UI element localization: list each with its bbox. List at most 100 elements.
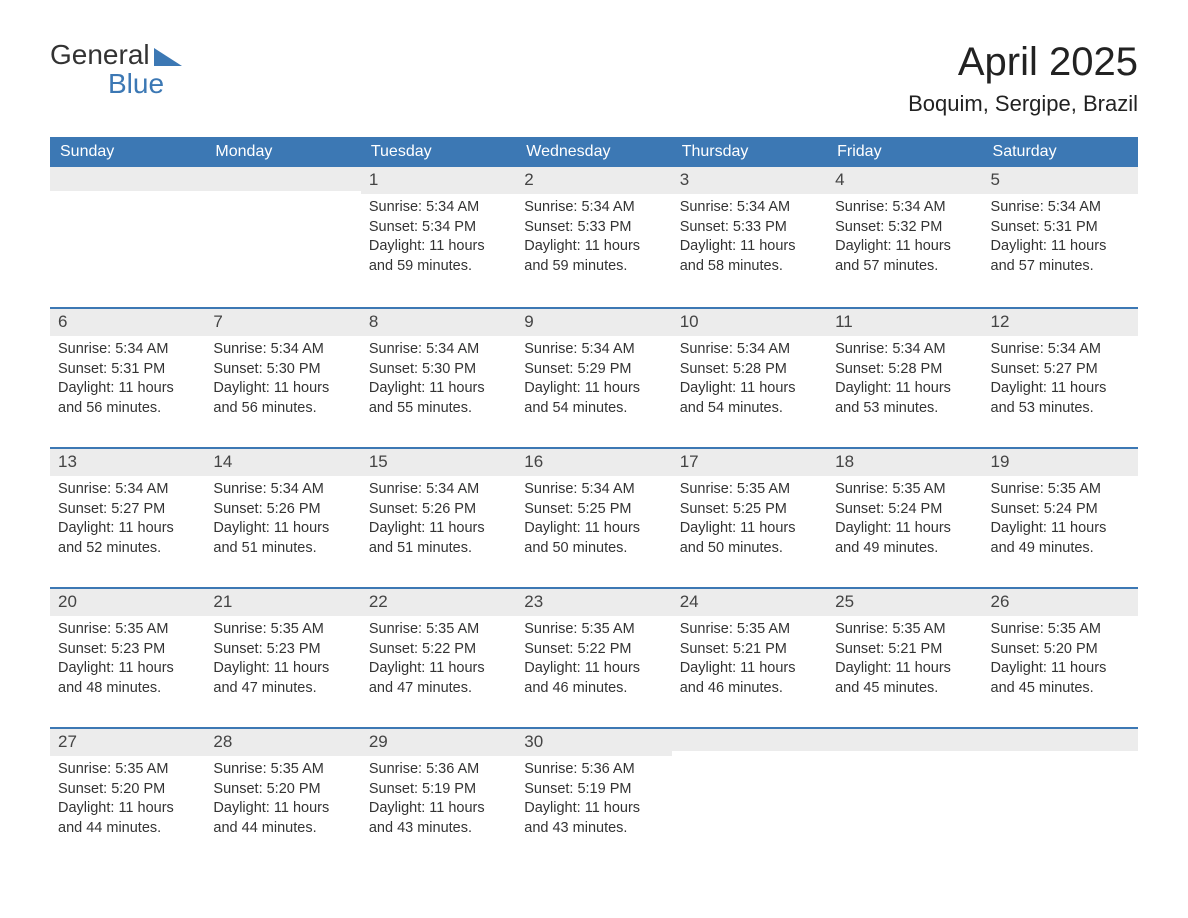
calendar-week-row: 6Sunrise: 5:34 AMSunset: 5:31 PMDaylight… xyxy=(50,307,1138,447)
calendar-day-cell: 22Sunrise: 5:35 AMSunset: 5:22 PMDayligh… xyxy=(361,587,516,727)
sunset-text: Sunset: 5:19 PM xyxy=(524,780,663,800)
day-details: Sunrise: 5:34 AMSunset: 5:27 PMDaylight:… xyxy=(983,336,1138,430)
weekday-header: Tuesday xyxy=(361,137,516,167)
weekday-header: Sunday xyxy=(50,137,205,167)
sunrise-text: Sunrise: 5:34 AM xyxy=(835,340,974,360)
day-number: 12 xyxy=(983,307,1138,336)
sunset-text: Sunset: 5:30 PM xyxy=(369,360,508,380)
calendar-day-cell: 8Sunrise: 5:34 AMSunset: 5:30 PMDaylight… xyxy=(361,307,516,447)
day-number: 1 xyxy=(361,167,516,194)
daylight-text: Daylight: 11 hours and 50 minutes. xyxy=(680,519,819,558)
brand-line2: Blue xyxy=(108,69,182,98)
sunset-text: Sunset: 5:21 PM xyxy=(835,640,974,660)
day-number: 2 xyxy=(516,167,671,194)
day-details: Sunrise: 5:34 AMSunset: 5:26 PMDaylight:… xyxy=(205,476,360,570)
calendar-day-cell xyxy=(205,167,360,307)
day-number: 15 xyxy=(361,447,516,476)
calendar-day-cell: 9Sunrise: 5:34 AMSunset: 5:29 PMDaylight… xyxy=(516,307,671,447)
weekday-header: Friday xyxy=(827,137,982,167)
day-number: 29 xyxy=(361,727,516,756)
calendar-day-cell: 20Sunrise: 5:35 AMSunset: 5:23 PMDayligh… xyxy=(50,587,205,727)
page-header: General Blue April 2025 Boquim, Sergipe,… xyxy=(50,40,1138,117)
sunrise-text: Sunrise: 5:34 AM xyxy=(991,198,1130,218)
day-number: 30 xyxy=(516,727,671,756)
sunset-text: Sunset: 5:20 PM xyxy=(58,780,197,800)
day-details: Sunrise: 5:35 AMSunset: 5:23 PMDaylight:… xyxy=(205,616,360,710)
day-details: Sunrise: 5:34 AMSunset: 5:34 PMDaylight:… xyxy=(361,194,516,288)
sunset-text: Sunset: 5:26 PM xyxy=(213,500,352,520)
day-number: 16 xyxy=(516,447,671,476)
sunset-text: Sunset: 5:32 PM xyxy=(835,218,974,238)
day-number xyxy=(983,727,1138,751)
day-details: Sunrise: 5:34 AMSunset: 5:31 PMDaylight:… xyxy=(50,336,205,430)
day-number xyxy=(827,727,982,751)
daylight-text: Daylight: 11 hours and 51 minutes. xyxy=(369,519,508,558)
sunrise-text: Sunrise: 5:35 AM xyxy=(369,620,508,640)
calendar-title: April 2025 xyxy=(908,40,1138,85)
day-number xyxy=(672,727,827,751)
sunrise-text: Sunrise: 5:34 AM xyxy=(369,198,508,218)
daylight-text: Daylight: 11 hours and 43 minutes. xyxy=(524,799,663,838)
daylight-text: Daylight: 11 hours and 44 minutes. xyxy=(213,799,352,838)
calendar-day-cell: 6Sunrise: 5:34 AMSunset: 5:31 PMDaylight… xyxy=(50,307,205,447)
sunset-text: Sunset: 5:25 PM xyxy=(680,500,819,520)
day-number: 26 xyxy=(983,587,1138,616)
day-details: Sunrise: 5:35 AMSunset: 5:20 PMDaylight:… xyxy=(983,616,1138,710)
sunrise-text: Sunrise: 5:35 AM xyxy=(991,480,1130,500)
sunrise-text: Sunrise: 5:35 AM xyxy=(213,620,352,640)
sunrise-text: Sunrise: 5:35 AM xyxy=(835,620,974,640)
daylight-text: Daylight: 11 hours and 46 minutes. xyxy=(524,659,663,698)
daylight-text: Daylight: 11 hours and 43 minutes. xyxy=(369,799,508,838)
daylight-text: Daylight: 11 hours and 48 minutes. xyxy=(58,659,197,698)
sunrise-text: Sunrise: 5:35 AM xyxy=(213,760,352,780)
sunrise-text: Sunrise: 5:35 AM xyxy=(58,620,197,640)
day-details: Sunrise: 5:35 AMSunset: 5:25 PMDaylight:… xyxy=(672,476,827,570)
day-details: Sunrise: 5:34 AMSunset: 5:28 PMDaylight:… xyxy=(672,336,827,430)
sunset-text: Sunset: 5:26 PM xyxy=(369,500,508,520)
day-number: 28 xyxy=(205,727,360,756)
weekday-header: Monday xyxy=(205,137,360,167)
day-details: Sunrise: 5:34 AMSunset: 5:29 PMDaylight:… xyxy=(516,336,671,430)
calendar-day-cell xyxy=(827,727,982,867)
sunrise-text: Sunrise: 5:36 AM xyxy=(524,760,663,780)
day-number: 10 xyxy=(672,307,827,336)
daylight-text: Daylight: 11 hours and 49 minutes. xyxy=(991,519,1130,558)
day-number: 27 xyxy=(50,727,205,756)
sunset-text: Sunset: 5:31 PM xyxy=(991,218,1130,238)
day-details: Sunrise: 5:35 AMSunset: 5:24 PMDaylight:… xyxy=(827,476,982,570)
sunset-text: Sunset: 5:23 PM xyxy=(213,640,352,660)
daylight-text: Daylight: 11 hours and 53 minutes. xyxy=(991,379,1130,418)
calendar-day-cell: 17Sunrise: 5:35 AMSunset: 5:25 PMDayligh… xyxy=(672,447,827,587)
sunset-text: Sunset: 5:19 PM xyxy=(369,780,508,800)
calendar-day-cell: 25Sunrise: 5:35 AMSunset: 5:21 PMDayligh… xyxy=(827,587,982,727)
day-details: Sunrise: 5:35 AMSunset: 5:21 PMDaylight:… xyxy=(672,616,827,710)
calendar-day-cell xyxy=(672,727,827,867)
daylight-text: Daylight: 11 hours and 58 minutes. xyxy=(680,237,819,276)
calendar-day-cell: 7Sunrise: 5:34 AMSunset: 5:30 PMDaylight… xyxy=(205,307,360,447)
day-number: 22 xyxy=(361,587,516,616)
day-number: 17 xyxy=(672,447,827,476)
day-number: 11 xyxy=(827,307,982,336)
daylight-text: Daylight: 11 hours and 56 minutes. xyxy=(213,379,352,418)
day-number: 9 xyxy=(516,307,671,336)
daylight-text: Daylight: 11 hours and 45 minutes. xyxy=(991,659,1130,698)
calendar-day-cell: 26Sunrise: 5:35 AMSunset: 5:20 PMDayligh… xyxy=(983,587,1138,727)
calendar-location: Boquim, Sergipe, Brazil xyxy=(908,91,1138,117)
calendar-day-cell: 24Sunrise: 5:35 AMSunset: 5:21 PMDayligh… xyxy=(672,587,827,727)
sunset-text: Sunset: 5:27 PM xyxy=(991,360,1130,380)
day-details: Sunrise: 5:35 AMSunset: 5:23 PMDaylight:… xyxy=(50,616,205,710)
sunrise-text: Sunrise: 5:34 AM xyxy=(991,340,1130,360)
brand-logo: General Blue xyxy=(50,40,182,99)
weekday-header: Saturday xyxy=(983,137,1138,167)
day-number: 24 xyxy=(672,587,827,616)
sunrise-text: Sunrise: 5:34 AM xyxy=(524,480,663,500)
day-number: 13 xyxy=(50,447,205,476)
sunrise-text: Sunrise: 5:34 AM xyxy=(58,340,197,360)
sunset-text: Sunset: 5:28 PM xyxy=(680,360,819,380)
calendar-week-row: 20Sunrise: 5:35 AMSunset: 5:23 PMDayligh… xyxy=(50,587,1138,727)
sunset-text: Sunset: 5:33 PM xyxy=(680,218,819,238)
sunset-text: Sunset: 5:23 PM xyxy=(58,640,197,660)
day-details: Sunrise: 5:35 AMSunset: 5:22 PMDaylight:… xyxy=(516,616,671,710)
calendar-day-cell: 16Sunrise: 5:34 AMSunset: 5:25 PMDayligh… xyxy=(516,447,671,587)
sunset-text: Sunset: 5:33 PM xyxy=(524,218,663,238)
